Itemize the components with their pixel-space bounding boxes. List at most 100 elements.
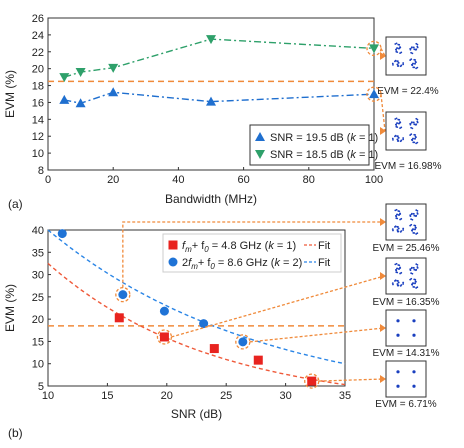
y-tick-label-a: 16 <box>32 97 44 109</box>
constellation-dot <box>412 66 415 69</box>
legend-marker-b-0 <box>168 240 178 250</box>
constellation-dot <box>412 370 416 374</box>
constellation-dot <box>414 228 416 231</box>
constellation-dot <box>415 136 417 139</box>
constellation-dot <box>412 46 415 49</box>
constellation-dot <box>402 63 405 66</box>
constellation-dot <box>392 229 394 232</box>
data-point-a-0 <box>369 89 379 99</box>
legend-label-b-0-part: + f <box>192 240 205 252</box>
constellation-dot <box>399 46 402 49</box>
constellation-box-a1 <box>385 111 427 151</box>
constellation-dot <box>412 232 415 234</box>
y-tick-label-a: 14 <box>32 114 44 126</box>
constellation-box-b2 <box>385 309 427 347</box>
constellation-dot <box>410 277 413 280</box>
legend-label-a-1-part: SNR = 18.5 dB ( <box>270 149 351 161</box>
constellation-box-a0 <box>385 36 427 76</box>
constellation-dot <box>397 227 400 230</box>
constellation-dot <box>415 287 418 289</box>
constellation-dot <box>415 123 417 126</box>
constellation-dot <box>396 230 399 233</box>
constellation-dot <box>415 233 418 235</box>
constellation-dot <box>395 262 398 265</box>
constellation-dot <box>395 217 398 220</box>
legend-label-a-1-part: k <box>350 149 356 161</box>
constellation-dot <box>410 126 413 129</box>
constellation-dot <box>398 122 400 125</box>
x-axis-label-b: SNR (dB) <box>171 407 222 421</box>
data-point-a-1 <box>59 73 70 83</box>
constellation-dot <box>402 283 405 285</box>
constellation-dot <box>416 213 419 215</box>
constellation-box-b0 <box>385 203 427 241</box>
constellation-dot <box>416 118 419 121</box>
legend-label-b-1-part: = 2) <box>280 257 302 269</box>
constellation-dot <box>402 229 405 231</box>
constellation-dot <box>415 280 417 283</box>
y-tick-label-a: 18 <box>32 81 44 93</box>
connector-arrow-b <box>380 375 386 383</box>
y-tick-label-b: 15 <box>32 336 44 348</box>
connector-b <box>318 378 385 382</box>
x-tick-label-a: 80 <box>303 174 315 186</box>
constellation-dot <box>395 208 398 211</box>
constellation-dot <box>396 267 398 270</box>
constellation-dot <box>398 118 401 121</box>
constellation-dot <box>394 59 397 62</box>
constellation-dot <box>398 268 400 270</box>
constellation-dot <box>395 125 398 128</box>
constellation-dot <box>395 117 398 120</box>
x-tick-label-b: 25 <box>220 390 232 402</box>
constellation-dot <box>414 224 417 227</box>
y-axis-label-a: EVM (%) <box>3 70 17 118</box>
legend-label-a-1-part: = 1) <box>356 149 378 161</box>
legend-label-b-0-part: = 4.8 GHz ( <box>209 240 269 252</box>
legend-label-b-1-part: k <box>274 257 280 269</box>
constellation-dot <box>399 52 401 55</box>
panel-label-a: (a) <box>8 197 23 211</box>
constellation-dot <box>416 43 419 46</box>
legend-label-b-1-part: + f <box>198 257 211 269</box>
y-tick-label-b: 20 <box>32 314 44 326</box>
connector-arrow-a <box>380 127 386 135</box>
constellation-dot <box>392 64 394 66</box>
constellation-dot <box>412 137 414 140</box>
legend-label-b-1-part: = 8.6 GHz ( <box>215 257 275 269</box>
constellation-dot <box>412 62 414 65</box>
constellation-dot <box>398 43 401 46</box>
constellation-dot <box>414 137 416 140</box>
constellation-dot <box>396 229 399 231</box>
legend-fit-label-b-1: Fit <box>318 257 330 269</box>
legend-label-b-0-part: k <box>268 240 274 252</box>
data-point-a-1 <box>369 44 379 54</box>
x-tick-label-a: 0 <box>45 174 51 186</box>
y-tick-label-a: 26 <box>32 13 44 25</box>
constellation-dot <box>412 266 415 269</box>
constellation-dot <box>410 223 413 226</box>
constellation-dot <box>394 123 397 126</box>
y-axis-label-b: EVM (%) <box>3 284 17 332</box>
constellation-dot <box>399 65 402 68</box>
evm-label-b-0: EVM = 25.46% <box>373 243 440 254</box>
constellation-dot <box>396 333 400 337</box>
constellation-dot <box>391 137 394 140</box>
constellation-dot <box>399 267 402 269</box>
connector-b <box>122 221 384 288</box>
legend-label-b-1-part: m <box>191 262 198 271</box>
evm-label-b-1: EVM = 16.35% <box>373 297 440 308</box>
legend-label-a-0-part: = 1) <box>356 132 378 144</box>
constellation-dot <box>396 279 399 282</box>
constellation-dot <box>398 214 400 216</box>
legend-label-b-0-part: m <box>185 245 192 254</box>
evm-label-a-1: EVM = 16.98% <box>375 161 442 172</box>
data-point-b-1 <box>159 306 169 316</box>
constellation-dot <box>394 279 397 282</box>
constellation-dot <box>412 282 414 284</box>
legend-label-b-1: 2fm+ f0 = 8.6 GHz (k = 2) <box>182 257 302 271</box>
data-point-b-1 <box>57 229 67 239</box>
constellation-box-b3 <box>385 360 427 398</box>
constellation-dot <box>409 268 412 271</box>
constellation-dot <box>395 271 398 274</box>
constellation-dot <box>396 384 400 388</box>
